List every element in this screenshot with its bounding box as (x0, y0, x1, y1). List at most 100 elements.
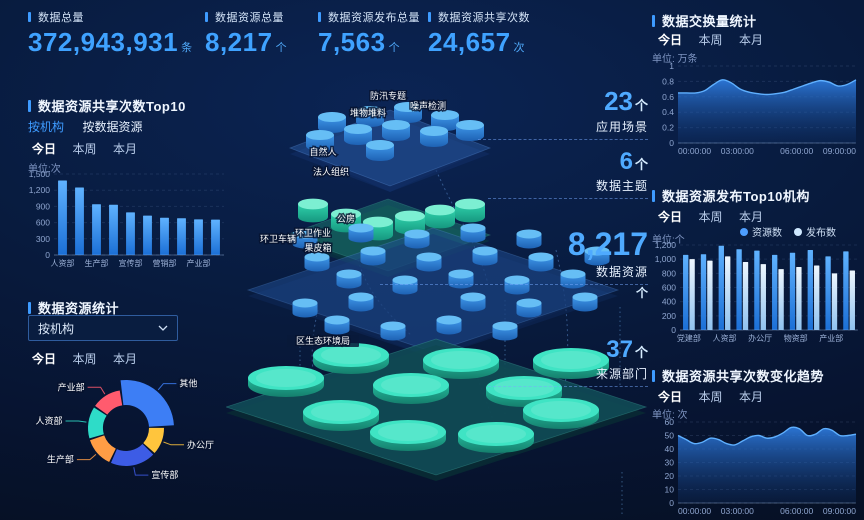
tab-month[interactable]: 本月 (738, 33, 763, 47)
tab-week[interactable]: 本周 (698, 390, 723, 404)
accent-bar (652, 189, 655, 202)
unit-label: 单位: 次 (652, 410, 688, 421)
svg-text:03:00:00: 03:00:00 (721, 506, 754, 516)
chevron-down-icon (158, 325, 168, 331)
svg-text:生产部: 生产部 (85, 258, 109, 268)
svg-text:40: 40 (665, 444, 675, 454)
svg-text:600: 600 (36, 218, 50, 228)
tab-today[interactable]: 今日 (32, 142, 57, 156)
svg-text:1,000: 1,000 (655, 254, 677, 264)
legend-dot-blue (740, 227, 748, 236)
accent-bar (428, 12, 431, 22)
callout-data-resources: 8,217 数据资源 (380, 228, 648, 285)
svg-text:堆物堆料: 堆物堆料 (350, 107, 386, 118)
svg-text:03:00:00: 03:00:00 (721, 146, 754, 156)
stat-resource-total: 数据资源总量 8,217 个 (205, 9, 287, 58)
tab-month[interactable]: 本月 (738, 210, 763, 224)
share-top10-bar-chart: 0 300 600 900 1,200 1,500 人资部 生产部 宣传部 营销部 产业部 (29, 170, 224, 268)
tab-today[interactable]: 今日 (658, 210, 683, 224)
accent-bar (28, 99, 31, 112)
accent-bar (652, 14, 655, 27)
stat-publish-total: 数据资源发布总量 7,563 个 (318, 9, 420, 58)
share-top10-mode-tabs: 按机构 按数据资源 (28, 118, 156, 136)
stat-unit: 个 (275, 42, 288, 54)
svg-text:900: 900 (36, 201, 50, 211)
svg-text:50: 50 (665, 431, 675, 441)
legend-publish-count[interactable]: 发布数 (794, 224, 836, 239)
svg-text:09:00:00: 09:00:00 (823, 506, 856, 516)
svg-text:0: 0 (671, 325, 676, 335)
callout-data-resources-unit: 个 (635, 286, 648, 300)
accent-bar (28, 12, 31, 22)
svg-text:20: 20 (665, 471, 675, 481)
panel-title-publish-top10: 数据资源发布Top10机构 (652, 186, 810, 205)
svg-text:1,500: 1,500 (29, 170, 51, 179)
svg-text:办公厅: 办公厅 (187, 439, 214, 450)
svg-text:人资部: 人资部 (713, 333, 737, 343)
stat-share-count: 数据资源共享次数 24,657 次 (428, 9, 530, 58)
svg-text:防汛专题: 防汛专题 (370, 90, 406, 101)
stat-value: 8,217 (205, 27, 273, 57)
legend-resource-count[interactable]: 资源数 (740, 224, 782, 239)
dropdown-value: 按机构 (38, 321, 75, 336)
tab-by-resource[interactable]: 按数据资源 (82, 120, 143, 134)
svg-text:800: 800 (662, 268, 676, 278)
svg-text:0.8: 0.8 (662, 76, 674, 86)
svg-text:办公厅: 办公厅 (748, 333, 772, 343)
tab-month[interactable]: 本月 (112, 352, 137, 366)
accent-bar (318, 12, 321, 22)
svg-text:0: 0 (45, 250, 50, 260)
svg-text:宣传部: 宣传部 (119, 258, 143, 268)
resource-stats-time-tabs: 今日 本周 本月 (32, 350, 149, 368)
svg-text:0: 0 (669, 138, 674, 148)
svg-text:生产部: 生产部 (47, 454, 74, 465)
stat-value: 7,563 (318, 27, 386, 57)
svg-text:噪声检测: 噪声检测 (410, 100, 446, 111)
svg-text:营销部: 营销部 (153, 258, 177, 268)
stat-label: 数据资源共享次数 (438, 12, 530, 24)
callout-app-scenarios: 23 个 应用场景 (478, 88, 648, 140)
tab-today[interactable]: 今日 (32, 352, 57, 366)
svg-text:产业部: 产业部 (819, 333, 843, 343)
tab-today[interactable]: 今日 (658, 390, 683, 404)
svg-text:300: 300 (36, 234, 50, 244)
svg-text:600: 600 (662, 283, 676, 293)
svg-text:1,200: 1,200 (29, 185, 51, 195)
tab-week[interactable]: 本周 (72, 352, 97, 366)
stat-value: 24,657 (428, 27, 511, 57)
publish-top10-bar-chart: 0 200 400 600 800 1,000 1,200 党建部 人资部 办公厅 物资部 产业部 (655, 241, 858, 343)
svg-text:60: 60 (665, 417, 675, 427)
share-trend-area-chart: 0 10 20 30 40 50 60 00:00:00 03:00:00 06:00:00 09:… (665, 417, 857, 516)
callout-source-departments: 37 个 来源部门 (488, 338, 648, 387)
stat-label: 数据资源发布总量 (328, 12, 420, 24)
svg-text:0.4: 0.4 (662, 107, 674, 117)
tab-by-org[interactable]: 按机构 (28, 120, 65, 134)
svg-text:00:00:00: 00:00:00 (678, 506, 711, 516)
svg-text:果皮箱: 果皮箱 (304, 242, 331, 253)
tab-week[interactable]: 本周 (72, 142, 97, 156)
publish-top10-legend: 资源数 发布数 (728, 224, 836, 239)
tab-week[interactable]: 本周 (698, 210, 723, 224)
stat-label: 数据总量 (38, 12, 84, 24)
svg-text:产业部: 产业部 (187, 258, 211, 268)
share-trend-time-tabs: 今日 本周 本月 (658, 388, 775, 406)
stat-unit: 条 (181, 42, 193, 54)
tab-week[interactable]: 本周 (698, 33, 723, 47)
panel-title-share-top10: 数据资源共享次数Top10 (28, 96, 186, 115)
svg-text:环卫作业: 环卫作业 (295, 227, 331, 238)
stat-label: 数据资源总量 (215, 12, 284, 24)
svg-text:0.6: 0.6 (662, 92, 674, 102)
svg-text:30: 30 (665, 458, 675, 468)
exchange-area-chart: 0 0.2 0.4 0.6 0.8 1 00:00:00 03:00:00 06:00:00 09… (662, 61, 857, 156)
svg-text:0.2: 0.2 (662, 123, 674, 133)
unit-label: 单位: 万条 (652, 54, 698, 65)
svg-text:产业部: 产业部 (58, 381, 85, 392)
exchange-time-tabs: 今日 本周 本月 (658, 31, 775, 49)
tab-month[interactable]: 本月 (738, 390, 763, 404)
tab-today[interactable]: 今日 (658, 33, 683, 47)
resource-stats-dropdown[interactable]: 按机构 (28, 315, 178, 341)
unit-label: 单位:次 (28, 164, 61, 175)
tab-month[interactable]: 本月 (112, 142, 137, 156)
